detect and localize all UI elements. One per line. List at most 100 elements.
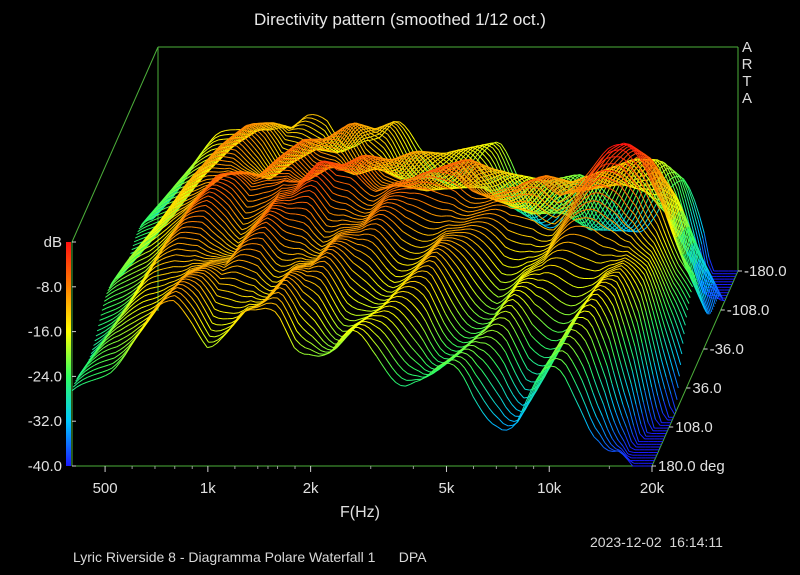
slice-segment bbox=[203, 145, 210, 151]
slice-segment bbox=[670, 220, 677, 238]
slice-segment bbox=[297, 180, 303, 185]
slice-segment bbox=[602, 165, 609, 174]
slice-segment bbox=[275, 181, 281, 184]
slice-segment bbox=[628, 161, 634, 166]
slice-segment bbox=[310, 148, 316, 154]
slice-segment bbox=[462, 149, 468, 152]
slice-segment bbox=[301, 139, 308, 143]
slice-segment bbox=[449, 170, 455, 174]
slice-segment bbox=[596, 228, 602, 231]
slice-segment bbox=[526, 202, 533, 209]
slice-segment bbox=[264, 137, 270, 146]
slice-segment bbox=[502, 170, 508, 174]
slice-segment bbox=[694, 200, 700, 216]
slice-segment bbox=[411, 187, 416, 190]
slice-segment bbox=[650, 168, 657, 181]
slice-segment bbox=[445, 187, 452, 190]
slice-segment bbox=[392, 121, 398, 126]
slice-segment bbox=[564, 200, 570, 205]
slice-segment bbox=[456, 167, 463, 172]
slice-segment bbox=[182, 207, 188, 213]
slice-segment bbox=[165, 205, 171, 209]
slice-segment bbox=[602, 200, 609, 210]
slice-segment bbox=[259, 154, 266, 163]
slice-segment bbox=[520, 175, 526, 180]
slice-segment bbox=[325, 125, 332, 134]
slice-segment bbox=[310, 138, 316, 141]
slice-segment bbox=[190, 197, 197, 202]
slice-segment bbox=[286, 166, 292, 168]
slice-segment bbox=[258, 158, 264, 166]
slice-segment bbox=[489, 173, 495, 176]
slice-segment bbox=[634, 195, 641, 207]
slice-segment bbox=[671, 258, 678, 270]
slice-segment bbox=[217, 181, 223, 184]
slice-segment bbox=[326, 120, 333, 129]
slice-segment bbox=[581, 181, 587, 189]
slice-segment bbox=[257, 124, 263, 128]
slice-segment bbox=[454, 172, 460, 177]
slice-segment bbox=[612, 174, 618, 181]
slice-segment bbox=[613, 169, 619, 173]
slice-segment bbox=[531, 202, 537, 205]
slice-segment bbox=[562, 199, 569, 210]
slice-segment bbox=[701, 258, 708, 271]
slice-segment bbox=[538, 201, 545, 207]
slice-segment bbox=[161, 228, 168, 234]
slice-segment bbox=[422, 183, 429, 189]
slice-segment bbox=[402, 172, 408, 178]
slice-segment bbox=[335, 139, 341, 142]
slice-segment bbox=[466, 171, 472, 178]
slice-segment bbox=[666, 202, 673, 221]
slice-segment bbox=[550, 186, 557, 192]
slice-segment bbox=[408, 156, 414, 161]
slice-segment bbox=[464, 204, 470, 208]
slice-segment bbox=[342, 133, 349, 138]
slice-segment bbox=[681, 233, 687, 253]
slice-segment bbox=[534, 206, 541, 212]
slice-segment bbox=[160, 207, 166, 211]
slice-segment bbox=[317, 160, 323, 164]
slice-segment bbox=[333, 147, 339, 150]
slice-segment bbox=[247, 168, 253, 173]
slice-segment bbox=[154, 242, 161, 248]
slice-segment bbox=[158, 217, 164, 224]
slice-segment bbox=[242, 128, 248, 132]
arta-letter: T bbox=[742, 73, 752, 90]
slice-segment bbox=[215, 175, 221, 179]
slice-segment bbox=[236, 145, 242, 151]
slice-segment bbox=[337, 148, 344, 155]
slice-segment bbox=[427, 164, 433, 171]
slice-segment bbox=[191, 196, 198, 204]
slice-segment bbox=[604, 184, 610, 188]
slice-segment bbox=[590, 168, 597, 176]
slice-segment bbox=[670, 167, 676, 174]
slice-segment bbox=[666, 186, 673, 198]
slice-segment bbox=[183, 174, 189, 179]
slice-segment bbox=[311, 165, 318, 171]
slice-segment bbox=[404, 165, 411, 172]
slice-segment bbox=[190, 186, 197, 190]
slice-segment bbox=[138, 241, 145, 248]
slice-segment bbox=[661, 190, 668, 204]
slice-segment bbox=[189, 166, 195, 172]
slice-segment bbox=[414, 156, 420, 163]
slice-segment bbox=[326, 138, 332, 141]
slice-segment bbox=[199, 185, 205, 190]
slice-segment bbox=[362, 124, 368, 128]
slice-segment bbox=[675, 216, 681, 236]
slice-segment bbox=[374, 127, 380, 130]
slice-segment bbox=[152, 225, 158, 231]
slice-segment bbox=[649, 157, 656, 167]
slice-segment bbox=[631, 178, 638, 183]
slice-segment bbox=[659, 209, 666, 223]
slice-segment bbox=[460, 186, 466, 189]
slice-segment bbox=[124, 266, 130, 271]
slice-segment bbox=[279, 132, 286, 140]
slice-segment bbox=[276, 125, 282, 131]
slice-segment bbox=[388, 177, 395, 181]
slice-segment bbox=[346, 170, 352, 172]
slice-segment bbox=[631, 167, 638, 175]
slice-segment bbox=[218, 143, 224, 148]
slice-segment bbox=[336, 174, 342, 177]
